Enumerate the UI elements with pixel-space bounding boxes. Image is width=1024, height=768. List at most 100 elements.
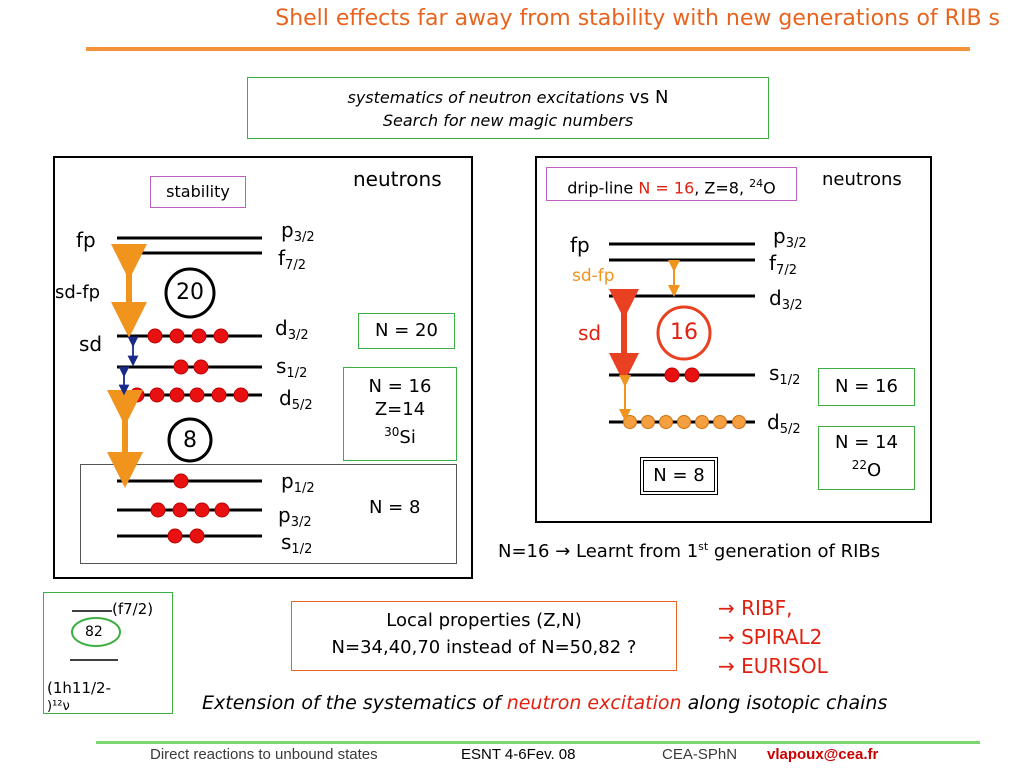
facility-spiral2: → SPIRAL2: [718, 625, 823, 649]
o22-mass: 22: [851, 458, 868, 472]
n8-region-box: [80, 464, 457, 564]
orbital-j: 3/2: [785, 236, 807, 251]
magic-20-circle: [164, 267, 216, 319]
magic-16-circle: [656, 305, 712, 361]
nucleon: [211, 387, 227, 403]
ni-shell-box: [43, 592, 173, 714]
z14-label: Z=14: [374, 399, 426, 420]
left-level-p12: p1/2: [281, 469, 315, 496]
left-nucleons: [129, 328, 249, 544]
si-mass: 30: [384, 425, 400, 439]
orbital: d: [767, 410, 780, 434]
orbital: d: [769, 286, 782, 310]
orbital-j: 1/2: [291, 542, 313, 557]
orbital-j: 5/2: [779, 422, 801, 437]
nucleon: [189, 528, 205, 544]
magic-8-circle: [167, 417, 213, 463]
local-line2: N=34,40,70 instead of N=50,82 ?: [331, 637, 637, 658]
nucleon: [233, 387, 249, 403]
left-level-p32-b: p3/2: [278, 503, 312, 530]
right-neutrons-header: neutrons: [822, 169, 902, 190]
nucleon: [147, 328, 163, 344]
nucleon: [150, 502, 166, 518]
right-nucleons: [664, 367, 700, 383]
learnt-pre: N=16: [498, 541, 556, 562]
ni-f72-label: (f7/2): [112, 600, 154, 618]
dripline-n16: N = 16: [638, 178, 695, 198]
ni-82-label: 82: [85, 624, 103, 640]
local-line1: Local properties (Z,N): [386, 610, 582, 631]
right-level-f72: f7/2: [769, 251, 797, 278]
facility-eurisol: → EURISOL: [718, 654, 828, 678]
subtitle-box: systematics of neutron excitations vs N …: [247, 77, 769, 139]
slide-title: Shell effects far away from stability wi…: [275, 6, 1000, 31]
si-symbol: Si: [399, 427, 416, 448]
nucleon: [191, 328, 207, 344]
orbital: p: [281, 218, 294, 242]
nucleon: [167, 528, 183, 544]
nucleon: [213, 328, 229, 344]
nucleon: [214, 502, 230, 518]
dripline-z8: , Z=8,: [694, 178, 750, 198]
learnt-mid: Learnt from 1: [570, 541, 699, 562]
facility-ribf: → RIBF,: [718, 596, 793, 620]
orbital-j: 5/2: [291, 398, 313, 413]
o22-label: 22O: [819, 454, 914, 482]
right-sdfp-label: sd-fp: [572, 266, 615, 286]
nucleon: [194, 502, 210, 518]
nucleon: [172, 502, 188, 518]
nucleon: [664, 367, 680, 383]
subtitle-italic: systematics of neutron excitations: [347, 88, 625, 107]
nucleon: [713, 415, 727, 429]
local-properties-box: Local properties (Z,N) N=34,40,70 instea…: [291, 601, 677, 671]
orbital-j: 1/2: [293, 481, 315, 496]
left-level-p32: p3/2: [281, 218, 315, 245]
ni-82-circle: [71, 617, 121, 647]
left-sdfp-label: sd-fp: [55, 282, 101, 303]
right-sd-label: sd: [578, 321, 602, 345]
orbital: f: [769, 251, 777, 275]
extension-post: along isotopic chains: [681, 692, 888, 714]
nucleon: [173, 473, 189, 489]
ni-tail-label: )¹²ν: [47, 699, 70, 714]
nucleon: [732, 415, 746, 429]
orbital-j: 3/2: [287, 328, 309, 343]
arrow-icon: →: [555, 541, 571, 562]
right-panel: [535, 156, 932, 523]
n16-si-box: N = 16 Z=14 30Si: [343, 367, 457, 461]
nucleon: [623, 415, 637, 429]
facilities-list: → RIBF, → SPIRAL2 → EURISOL: [718, 594, 828, 681]
dripline-box: drip-line N = 16, Z=8, 24O: [546, 167, 797, 201]
orbital-j: 7/2: [776, 263, 797, 278]
learnt-line: N=16 → Learnt from 1st generation of RIB…: [498, 540, 880, 562]
footer-rule: [96, 741, 980, 744]
right-n8-box: N = 8: [640, 457, 718, 495]
footer-event: ESNT 4-6Fev. 08: [461, 746, 576, 763]
nucleon: [129, 387, 145, 403]
orbital-j: 3/2: [293, 230, 315, 245]
subtitle-line2: Search for new magic numbers: [382, 111, 634, 130]
right-n16-box: N = 16: [818, 368, 915, 406]
left-level-d32: d3/2: [275, 316, 309, 343]
nucleon: [677, 415, 691, 429]
orbital: d: [275, 316, 288, 340]
nucleon: [173, 359, 189, 375]
footer-email[interactable]: vlapoux@cea.fr: [767, 746, 879, 763]
nucleon: [695, 415, 709, 429]
magic-20-label: 20: [176, 280, 204, 305]
right-level-p32: p3/2: [773, 224, 807, 251]
dripline-label: drip-line: [567, 178, 634, 198]
nucleon: [193, 359, 209, 375]
nucleon: [169, 387, 185, 403]
extension-pre: Extension of the systematics of: [202, 692, 507, 714]
orbital-j: 7/2: [285, 258, 306, 273]
left-panel: [53, 156, 473, 579]
right-n8-label: N = 8: [643, 460, 715, 492]
stability-box: stability: [150, 176, 246, 208]
orbital-j: 1/2: [286, 366, 308, 381]
footer-topic: Direct reactions to unbound states: [150, 746, 378, 763]
right-fp-label: fp: [570, 233, 590, 257]
o24-symbol: O: [763, 178, 776, 198]
nucleon: [169, 328, 185, 344]
